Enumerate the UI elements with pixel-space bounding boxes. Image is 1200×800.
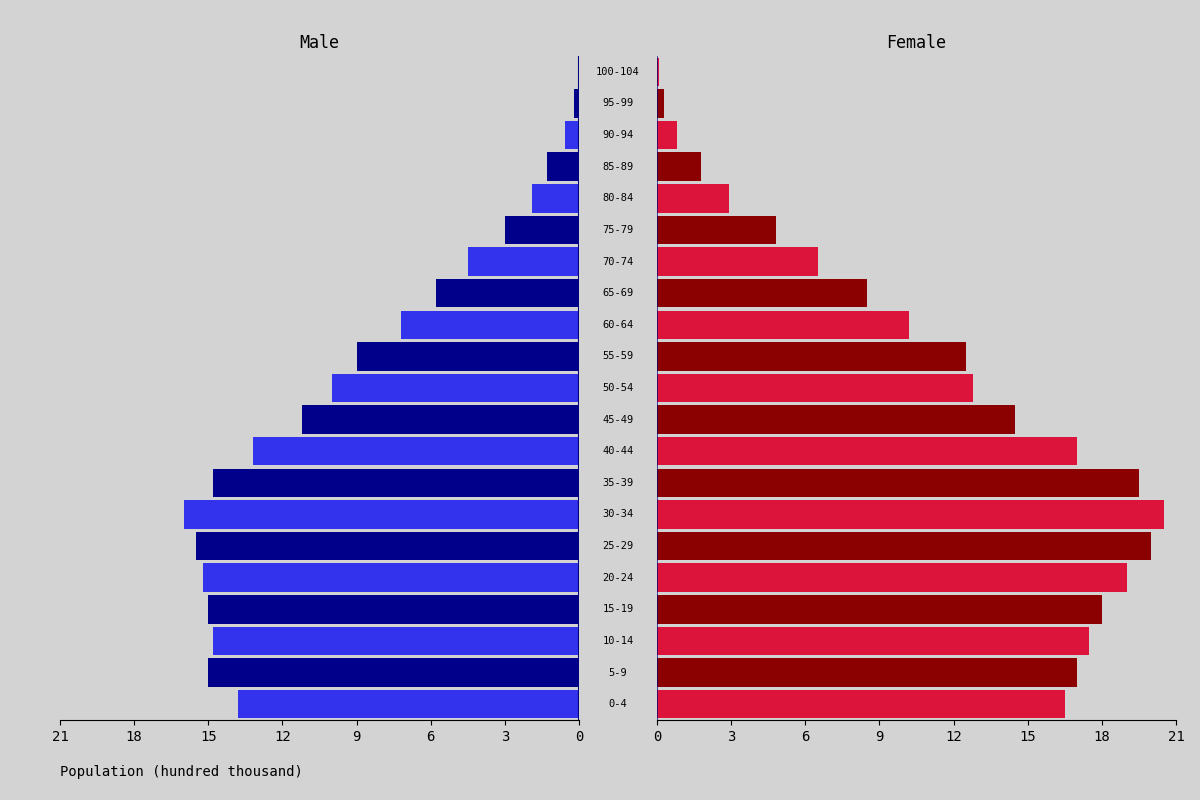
Text: 5-9: 5-9 bbox=[608, 667, 628, 678]
Text: 80-84: 80-84 bbox=[602, 194, 634, 203]
Text: 20-24: 20-24 bbox=[602, 573, 634, 582]
Bar bbox=[532, 184, 580, 213]
Text: 25-29: 25-29 bbox=[602, 541, 634, 551]
Bar bbox=[214, 469, 580, 497]
Bar bbox=[656, 342, 966, 370]
Text: 15-19: 15-19 bbox=[602, 604, 634, 614]
Bar bbox=[203, 563, 580, 592]
Bar bbox=[332, 374, 580, 402]
Bar bbox=[656, 595, 1102, 623]
Bar bbox=[656, 563, 1127, 592]
Bar bbox=[656, 90, 665, 118]
Bar bbox=[656, 626, 1090, 655]
Bar bbox=[656, 374, 973, 402]
Bar bbox=[656, 469, 1139, 497]
Text: 90-94: 90-94 bbox=[602, 130, 634, 140]
Text: 65-69: 65-69 bbox=[602, 288, 634, 298]
Title: Male: Male bbox=[300, 34, 340, 52]
Text: 50-54: 50-54 bbox=[602, 383, 634, 393]
Bar bbox=[565, 121, 580, 150]
Text: 35-39: 35-39 bbox=[602, 478, 634, 488]
Bar bbox=[196, 532, 580, 560]
Text: 0-4: 0-4 bbox=[608, 699, 628, 709]
Text: 30-34: 30-34 bbox=[602, 510, 634, 519]
Bar bbox=[302, 406, 580, 434]
Bar bbox=[656, 658, 1078, 686]
Bar bbox=[656, 310, 910, 339]
Text: 55-59: 55-59 bbox=[602, 351, 634, 362]
Bar bbox=[656, 121, 677, 150]
Bar bbox=[656, 153, 702, 181]
Bar bbox=[656, 247, 817, 276]
Bar bbox=[209, 595, 580, 623]
Text: 95-99: 95-99 bbox=[602, 98, 634, 109]
Bar bbox=[505, 216, 580, 244]
Bar bbox=[656, 437, 1078, 466]
Bar bbox=[436, 279, 580, 307]
Bar bbox=[209, 658, 580, 686]
Bar bbox=[253, 437, 580, 466]
Bar bbox=[656, 500, 1164, 529]
Bar bbox=[656, 406, 1015, 434]
Text: 75-79: 75-79 bbox=[602, 225, 634, 235]
Bar bbox=[184, 500, 580, 529]
Bar bbox=[356, 342, 580, 370]
Text: 45-49: 45-49 bbox=[602, 414, 634, 425]
Text: 40-44: 40-44 bbox=[602, 446, 634, 456]
Text: 10-14: 10-14 bbox=[602, 636, 634, 646]
Bar bbox=[238, 690, 580, 718]
Text: Population (hundred thousand): Population (hundred thousand) bbox=[60, 765, 302, 779]
Bar bbox=[656, 690, 1064, 718]
Bar bbox=[547, 153, 580, 181]
Bar bbox=[656, 279, 868, 307]
Text: 60-64: 60-64 bbox=[602, 320, 634, 330]
Text: 70-74: 70-74 bbox=[602, 257, 634, 266]
Bar bbox=[214, 626, 580, 655]
Bar bbox=[656, 58, 660, 86]
Bar bbox=[578, 58, 580, 86]
Bar bbox=[468, 247, 580, 276]
Bar bbox=[574, 90, 580, 118]
Text: 85-89: 85-89 bbox=[602, 162, 634, 172]
Title: Female: Female bbox=[887, 34, 947, 52]
Bar bbox=[656, 532, 1151, 560]
Bar bbox=[656, 184, 728, 213]
Text: 100-104: 100-104 bbox=[596, 67, 640, 77]
Bar bbox=[656, 216, 775, 244]
Bar bbox=[401, 310, 580, 339]
